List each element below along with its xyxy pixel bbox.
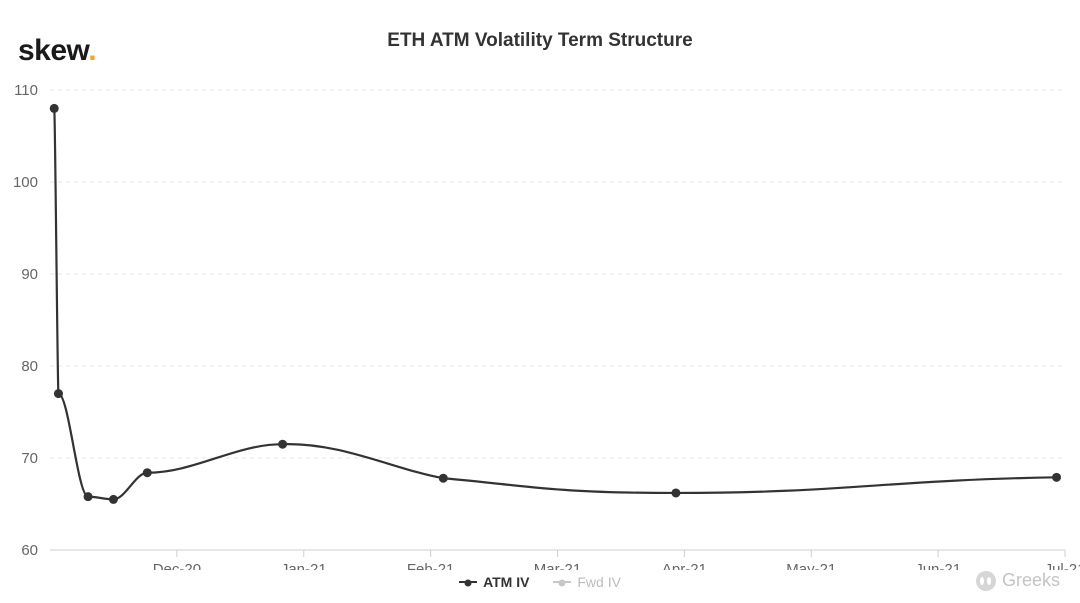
legend-swatch-atm <box>459 581 477 583</box>
chart-area: 60 70 80 90 100 110 Dec-20 Jan-21 Feb-21 Mar-21 Ap… <box>0 80 1080 570</box>
svg-text:90: 90 <box>21 266 38 283</box>
svg-text:110: 110 <box>14 82 38 99</box>
chart-legend: ATM IV Fwd IV <box>0 570 1080 590</box>
svg-text:May-21: May-21 <box>786 561 836 570</box>
svg-text:70: 70 <box>21 450 38 467</box>
watermark-text: Greeks <box>1002 570 1060 591</box>
svg-text:Apr-21: Apr-21 <box>662 561 707 570</box>
legend-item-atm: ATM IV <box>459 574 529 590</box>
svg-text:Dec-20: Dec-20 <box>153 561 201 570</box>
volatility-chart: 60 70 80 90 100 110 Dec-20 Jan-21 Feb-21 Mar-21 Ap… <box>0 80 1080 570</box>
svg-text:Jun-21: Jun-21 <box>915 561 961 570</box>
svg-text:Jul-21: Jul-21 <box>1045 561 1080 570</box>
svg-text:Mar-21: Mar-21 <box>534 561 582 570</box>
svg-text:Jan-21: Jan-21 <box>281 561 327 570</box>
watermark: Greeks <box>976 570 1060 591</box>
chart-title: ETH ATM Volatility Term Structure <box>0 30 1080 52</box>
legend-label-fwd: Fwd IV <box>577 574 621 590</box>
legend-swatch-fwd <box>553 581 571 583</box>
svg-text:80: 80 <box>21 358 38 375</box>
svg-text:100: 100 <box>13 174 38 191</box>
legend-label-atm: ATM IV <box>483 574 529 590</box>
legend-item-fwd: Fwd IV <box>553 574 621 590</box>
svg-text:Feb-21: Feb-21 <box>407 561 455 570</box>
svg-text:60: 60 <box>21 542 38 559</box>
wechat-icon <box>976 571 996 591</box>
